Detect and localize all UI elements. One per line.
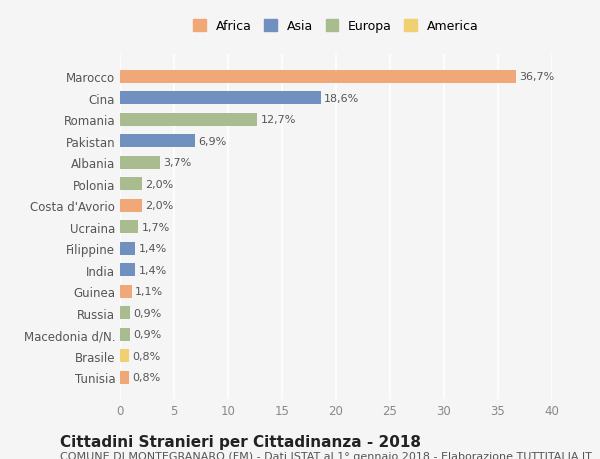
Text: COMUNE DI MONTEGRANARO (FM) - Dati ISTAT al 1° gennaio 2018 - Elaborazione TUTTI: COMUNE DI MONTEGRANARO (FM) - Dati ISTAT… <box>60 451 592 459</box>
Bar <box>120 371 128 384</box>
Text: 2,0%: 2,0% <box>145 201 173 211</box>
Text: 1,1%: 1,1% <box>135 286 163 297</box>
Text: 0,9%: 0,9% <box>133 308 161 318</box>
Text: 1,4%: 1,4% <box>139 244 167 254</box>
Bar <box>120 199 142 212</box>
Bar <box>120 285 132 298</box>
Bar <box>120 71 517 84</box>
Bar <box>120 242 135 255</box>
Bar <box>120 328 130 341</box>
Bar <box>120 135 194 148</box>
Bar <box>120 221 139 234</box>
Text: 36,7%: 36,7% <box>520 72 555 82</box>
Text: 12,7%: 12,7% <box>260 115 296 125</box>
Bar <box>120 349 128 362</box>
Bar <box>120 307 130 319</box>
Bar <box>120 263 135 276</box>
Bar <box>120 92 321 105</box>
Bar <box>120 157 160 169</box>
Text: 2,0%: 2,0% <box>145 179 173 189</box>
Text: 1,4%: 1,4% <box>139 265 167 275</box>
Text: 0,8%: 0,8% <box>132 351 160 361</box>
Bar <box>120 178 142 191</box>
Bar <box>120 113 257 127</box>
Text: 0,8%: 0,8% <box>132 372 160 382</box>
Text: Cittadini Stranieri per Cittadinanza - 2018: Cittadini Stranieri per Cittadinanza - 2… <box>60 434 421 449</box>
Text: 6,9%: 6,9% <box>198 136 226 146</box>
Text: 1,7%: 1,7% <box>142 222 170 232</box>
Text: 3,7%: 3,7% <box>163 158 191 168</box>
Legend: Africa, Asia, Europa, America: Africa, Asia, Europa, America <box>190 17 482 37</box>
Text: 18,6%: 18,6% <box>324 94 359 104</box>
Text: 0,9%: 0,9% <box>133 330 161 339</box>
